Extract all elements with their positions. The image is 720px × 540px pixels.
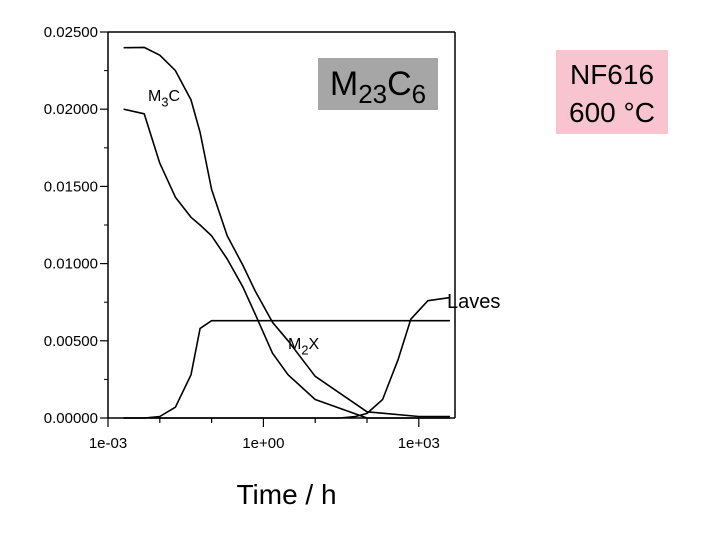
x-axis-label: Time / h [236,479,336,510]
chart-labels-group: M3C M2X Laves [148,88,500,358]
faint-side-watermark [6,186,32,264]
m23c6-sub: 23 [358,79,388,109]
y-tick-label: 0.01000 [44,256,98,273]
m23c6-sub2: 6 [411,79,427,109]
m2x-label: M2X [288,336,319,358]
m23c6-tail: C [387,65,412,103]
nf616-line1: NF616 [569,59,655,90]
m23c6-label-box: M23C6 [318,58,438,110]
laves-label: Laves [447,291,500,313]
series-line-m2x [123,319,450,419]
y-tick-label: 0.02500 [44,24,98,41]
series-line-m23c6 [123,46,450,418]
x-tick-label: 1e+03 [398,435,440,452]
chart-series-group [123,46,451,419]
x-tick-label: 1e+00 [242,435,284,452]
x-tick-label: 1e-03 [89,435,127,452]
y-tick-label: 0.00500 [44,333,98,350]
nf616-label-box: NF616 600 °C [556,50,668,134]
chart-axes: 0.00000 0.00500 0.01000 0.01500 0.02000 0.025… [44,24,456,510]
y-tick-label: 0.02000 [44,101,98,118]
m3c-label: M3C [148,88,180,110]
series-line-laves [123,296,451,419]
y-tick-label: 0.01500 [44,178,98,195]
series-line-m3c [123,108,450,419]
nf616-line2: 600 °C [569,97,655,128]
y-tick-label: 0.00000 [44,410,98,427]
m23c6-base: M [329,65,359,103]
